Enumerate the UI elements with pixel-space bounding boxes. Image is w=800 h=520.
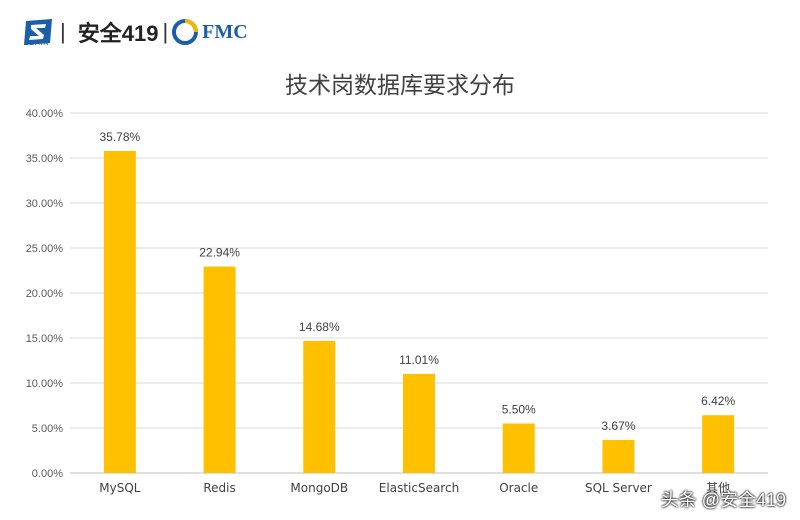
x-tick-label: MongoDB (290, 481, 348, 495)
y-tick-label: 20.00% (26, 288, 64, 300)
chart-title: 技术岗数据库要求分布 (285, 73, 515, 99)
data-label: 14.68% (299, 320, 340, 334)
data-label: 3.67% (601, 419, 635, 433)
x-tick-label: Redis (203, 481, 235, 495)
y-tick-label: 25.00% (26, 243, 64, 255)
bar-2 (303, 340, 336, 473)
y-tick-label: 5.00% (32, 423, 63, 435)
x-tick-label: ElasticSearch (379, 481, 459, 495)
data-label: 6.42% (701, 394, 735, 408)
brand-name: 安全419 (77, 21, 159, 46)
bar-6 (702, 415, 735, 473)
data-label: 22.94% (199, 246, 240, 260)
y-tick-label: 10.00% (26, 378, 64, 390)
data-label: 11.01% (399, 353, 439, 367)
header-separator-2: | (162, 19, 169, 44)
watermark: 头条 @安全419 (660, 490, 786, 510)
x-tick-label: 其他 (706, 481, 730, 495)
y-tick-label: 0.00% (32, 468, 63, 480)
bar-1 (203, 266, 236, 473)
header-separator: | (60, 19, 66, 44)
x-tick-label: SQL Server (585, 481, 652, 495)
y-tick-label: 40.00% (26, 108, 64, 120)
x-tick-label: Oracle (499, 481, 538, 495)
x-tick-label: MySQL (99, 481, 141, 495)
y-tick-label: 30.00% (26, 198, 64, 210)
bar-0 (103, 150, 136, 474)
bar-3 (403, 373, 435, 473)
fmc-logo-icon (172, 19, 199, 45)
y-tick-label: 35.00% (26, 153, 64, 165)
data-label: 5.50% (502, 403, 536, 417)
bar-4 (502, 423, 535, 473)
y-tick-label: 15.00% (26, 333, 64, 345)
logo-subtext: ZEAIA (24, 40, 50, 47)
fmc-logo-text: FMC (202, 20, 248, 43)
zeaia-logo-icon (22, 17, 56, 47)
header-logo-bar: | 安全419 | FMC (22, 12, 248, 52)
bar-5 (602, 439, 635, 473)
data-label: 35.78% (100, 130, 141, 144)
